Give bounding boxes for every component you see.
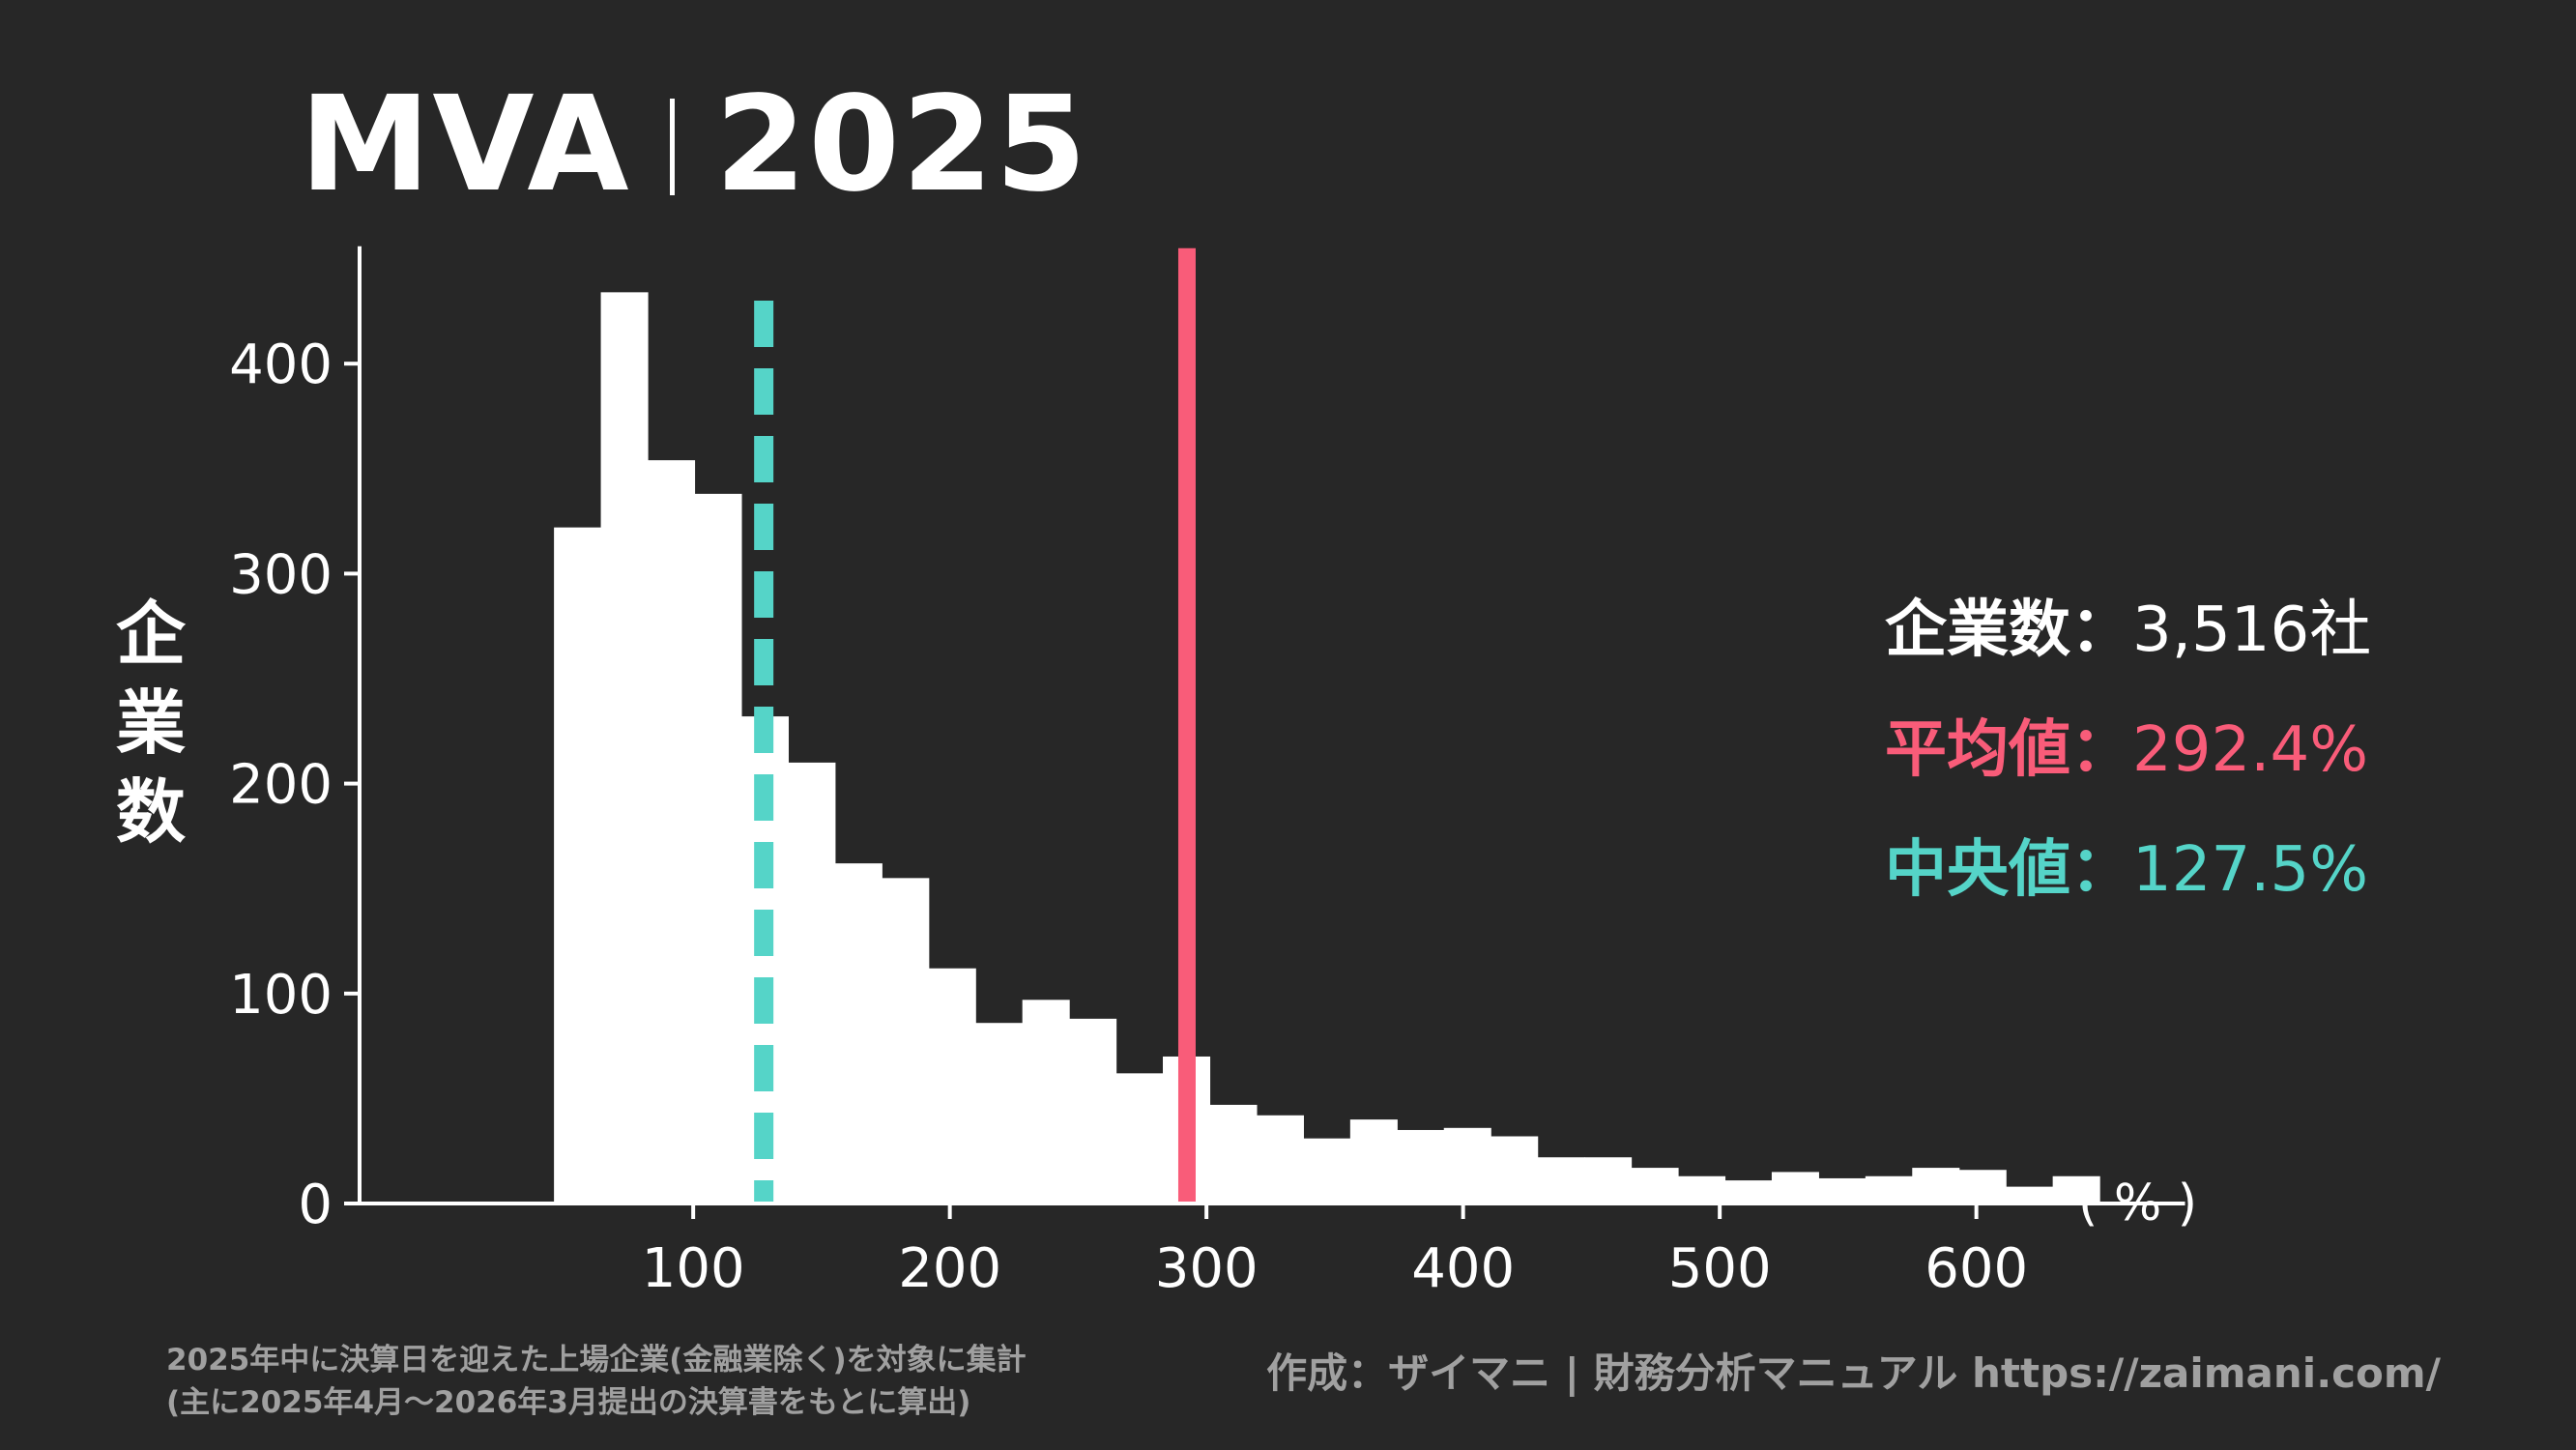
y-tick-label: 200	[229, 754, 333, 817]
histogram-bar	[1209, 1104, 1258, 1204]
histogram-bar	[928, 968, 976, 1204]
histogram-bar	[554, 527, 602, 1204]
y-tick-label: 100	[229, 964, 333, 1027]
histogram-bar	[1537, 1157, 1585, 1204]
histogram-bar	[1303, 1138, 1351, 1204]
stat-mean-label: 平均値：	[1885, 714, 2132, 786]
footnote-line-1: 2025年中に決算日を迎えた上場企業(金融業除く)を対象に集計	[166, 1343, 1027, 1378]
stat-count-label: 企業数：	[1885, 594, 2132, 666]
y-axis-label-char: 企	[115, 594, 186, 675]
y-tick-label: 400	[229, 334, 333, 396]
x-tick-label: 300	[1155, 1237, 1259, 1300]
histogram-bar	[1584, 1157, 1633, 1204]
title-separator	[669, 99, 675, 195]
histogram-bar	[834, 863, 883, 1204]
stat-count: 企業数：3,516社	[1885, 570, 2371, 690]
stats-panel: 企業数：3,516社 平均値：292.4% 中央値：127.5%	[1885, 570, 2371, 930]
histogram-bar	[1115, 1073, 1164, 1204]
footnote-line-2: (主に2025年4月～2026年3月提出の決算書をもとに算出)	[166, 1385, 971, 1420]
footnote: 2025年中に決算日を迎えた上場企業(金融業除く)を対象に集計 (主に2025年…	[166, 1339, 1027, 1424]
stat-count-value: 3,516社	[2132, 594, 2372, 666]
x-tick-label: 200	[898, 1237, 1001, 1300]
histogram-bar	[975, 1023, 1024, 1204]
title-year: 2025	[714, 69, 1089, 221]
x-tick-label: 400	[1411, 1237, 1515, 1300]
x-axis-unit-label: ( % )	[2078, 1174, 2198, 1232]
histogram-bar	[788, 762, 836, 1204]
histogram-bar	[1912, 1168, 1960, 1204]
histogram-bar	[2006, 1186, 2054, 1204]
histogram-bar	[1256, 1115, 1304, 1204]
histogram-bar	[1724, 1180, 1773, 1204]
histogram-bar	[1491, 1136, 1539, 1204]
credit-text: 作成：ザイマニ | 財務分析マニュアル https://zaimani.com/	[1266, 1349, 2441, 1397]
y-axis-label: 企 業 数	[104, 590, 197, 856]
stat-median-value: 127.5%	[2132, 834, 2369, 906]
histogram-bar	[1022, 1000, 1070, 1204]
x-tick-label: 100	[642, 1237, 745, 1300]
histogram-bar	[1397, 1129, 1445, 1204]
histogram-bar	[2052, 1175, 2100, 1204]
histogram-bar	[1958, 1170, 2007, 1204]
histogram-bar	[1443, 1127, 1491, 1204]
histogram-bar	[1349, 1119, 1398, 1204]
stat-median-label: 中央値：	[1885, 834, 2132, 906]
histogram-bar	[600, 292, 649, 1204]
y-axis-label-char: 業	[115, 682, 186, 764]
histogram-bar	[1678, 1175, 1726, 1204]
histogram-bar	[648, 460, 696, 1204]
stat-mean-value: 292.4%	[2132, 714, 2369, 786]
histogram-bar	[1771, 1172, 1819, 1204]
stat-median: 中央値：127.5%	[1885, 810, 2371, 930]
histogram-bar	[1865, 1175, 1913, 1204]
histogram-bar	[882, 878, 930, 1204]
x-tick-label: 500	[1668, 1237, 1772, 1300]
histogram-bar	[1631, 1168, 1679, 1204]
x-tick-label: 600	[1925, 1237, 2028, 1300]
page-title: MVA 2025	[300, 68, 1088, 222]
y-tick-label: 0	[298, 1174, 333, 1236]
title-metric: MVA	[300, 69, 631, 221]
reference-lines-layer	[754, 247, 1196, 1204]
bars-layer	[554, 292, 2100, 1204]
stat-mean: 平均値：292.4%	[1885, 690, 2371, 810]
y-tick-label: 300	[229, 543, 333, 606]
histogram-bar	[1069, 1018, 1117, 1204]
y-axis-label-char: 数	[115, 771, 186, 853]
histogram-bar	[694, 493, 742, 1204]
histogram-bar	[1818, 1177, 1867, 1204]
axes-layer: 0 100 200 300 400 100 200 300 400 500 600	[229, 246, 2185, 1300]
